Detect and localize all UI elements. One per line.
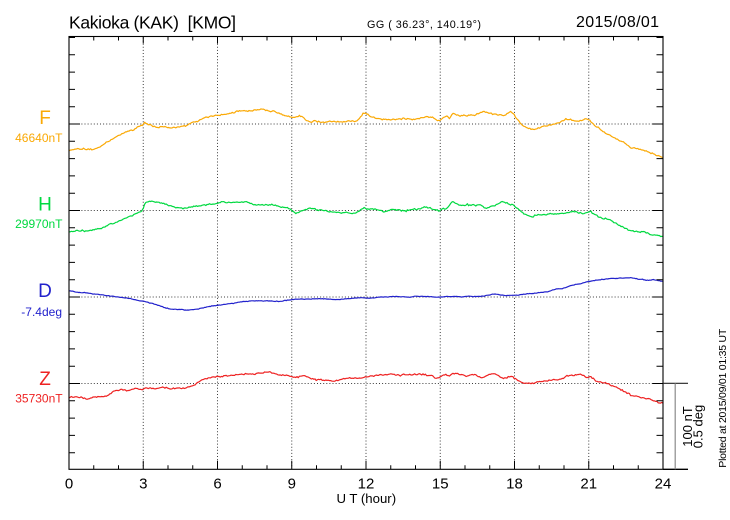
svg-text:46640nT: 46640nT xyxy=(15,131,63,145)
svg-text:9: 9 xyxy=(288,476,296,493)
svg-text:21: 21 xyxy=(580,476,597,493)
svg-text:-7.4deg: -7.4deg xyxy=(21,305,62,319)
svg-text:2015/08/01: 2015/08/01 xyxy=(576,14,659,31)
svg-text:Z: Z xyxy=(39,369,51,390)
svg-text:35730nT: 35730nT xyxy=(15,392,63,406)
svg-text:18: 18 xyxy=(506,476,523,493)
svg-text:H: H xyxy=(38,195,52,216)
svg-text:29970nT: 29970nT xyxy=(15,217,63,231)
svg-text:0: 0 xyxy=(65,476,73,493)
svg-text:12: 12 xyxy=(358,476,375,493)
svg-text:3: 3 xyxy=(139,476,147,493)
svg-text:100 nT: 100 nT xyxy=(680,406,695,447)
svg-text:D: D xyxy=(38,281,52,302)
svg-text:0.5 deg: 0.5 deg xyxy=(691,405,706,448)
svg-text:F: F xyxy=(39,108,51,129)
svg-text:U T (hour): U T (hour) xyxy=(336,491,396,506)
svg-text:Kakioka (KAK) [KMO]: Kakioka (KAK) [KMO] xyxy=(69,12,236,32)
svg-text:15: 15 xyxy=(432,476,449,493)
svg-text:Plotted at 2015/09/01 01:35 UT: Plotted at 2015/09/01 01:35 UT xyxy=(717,328,729,468)
svg-text:GG ( 36.23°, 140.19°): GG ( 36.23°, 140.19°) xyxy=(367,19,481,31)
svg-text:6: 6 xyxy=(213,476,221,493)
svg-text:24: 24 xyxy=(655,476,672,493)
